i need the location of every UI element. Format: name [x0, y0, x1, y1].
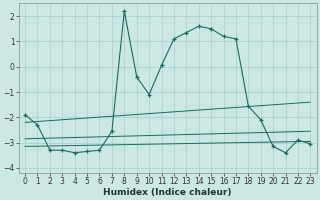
X-axis label: Humidex (Indice chaleur): Humidex (Indice chaleur): [103, 188, 232, 197]
